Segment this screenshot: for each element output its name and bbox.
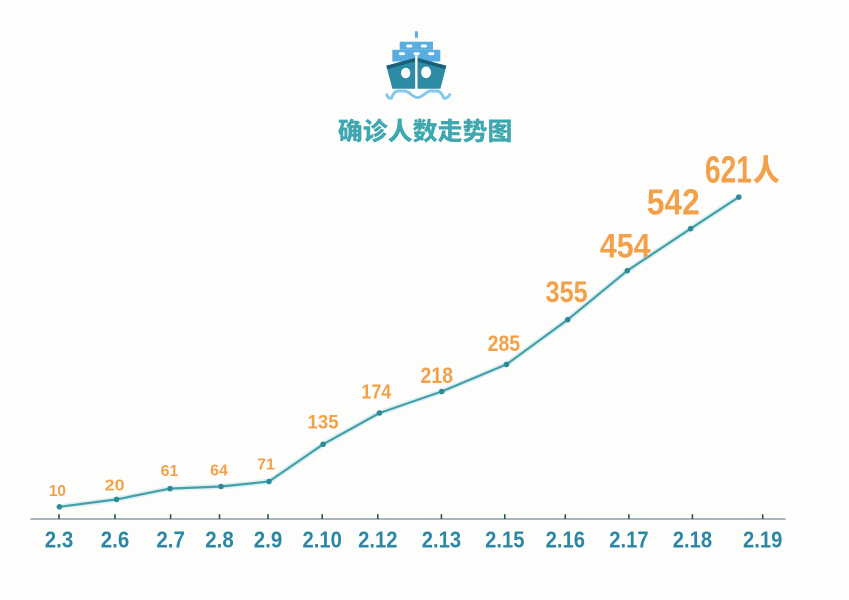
svg-text:2.3: 2.3 [45, 527, 74, 553]
svg-text:20: 20 [105, 478, 125, 495]
svg-text:542: 542 [647, 182, 700, 223]
svg-text:10: 10 [49, 483, 66, 500]
svg-text:2.17: 2.17 [609, 527, 648, 553]
svg-text:2.18: 2.18 [673, 527, 712, 553]
svg-text:454: 454 [600, 228, 651, 266]
svg-text:355: 355 [546, 276, 588, 309]
svg-text:285: 285 [488, 331, 521, 356]
svg-text:2.13: 2.13 [422, 527, 461, 553]
svg-text:2.12: 2.12 [358, 527, 397, 553]
svg-text:71: 71 [257, 456, 275, 473]
svg-text:2.16: 2.16 [546, 527, 585, 553]
svg-text:64: 64 [210, 462, 228, 479]
svg-text:2.19: 2.19 [743, 527, 782, 553]
svg-text:2.6: 2.6 [101, 527, 130, 553]
svg-text:135: 135 [308, 412, 340, 433]
svg-text:2.10: 2.10 [303, 527, 342, 553]
svg-text:174: 174 [361, 381, 391, 404]
svg-text:218: 218 [421, 363, 454, 388]
svg-text:621: 621 [705, 150, 752, 192]
svg-text:2.15: 2.15 [485, 527, 524, 553]
svg-text:2.9: 2.9 [254, 527, 283, 553]
svg-text:61: 61 [161, 463, 179, 480]
svg-text:2.8: 2.8 [205, 527, 234, 553]
svg-text:2.7: 2.7 [156, 527, 185, 553]
